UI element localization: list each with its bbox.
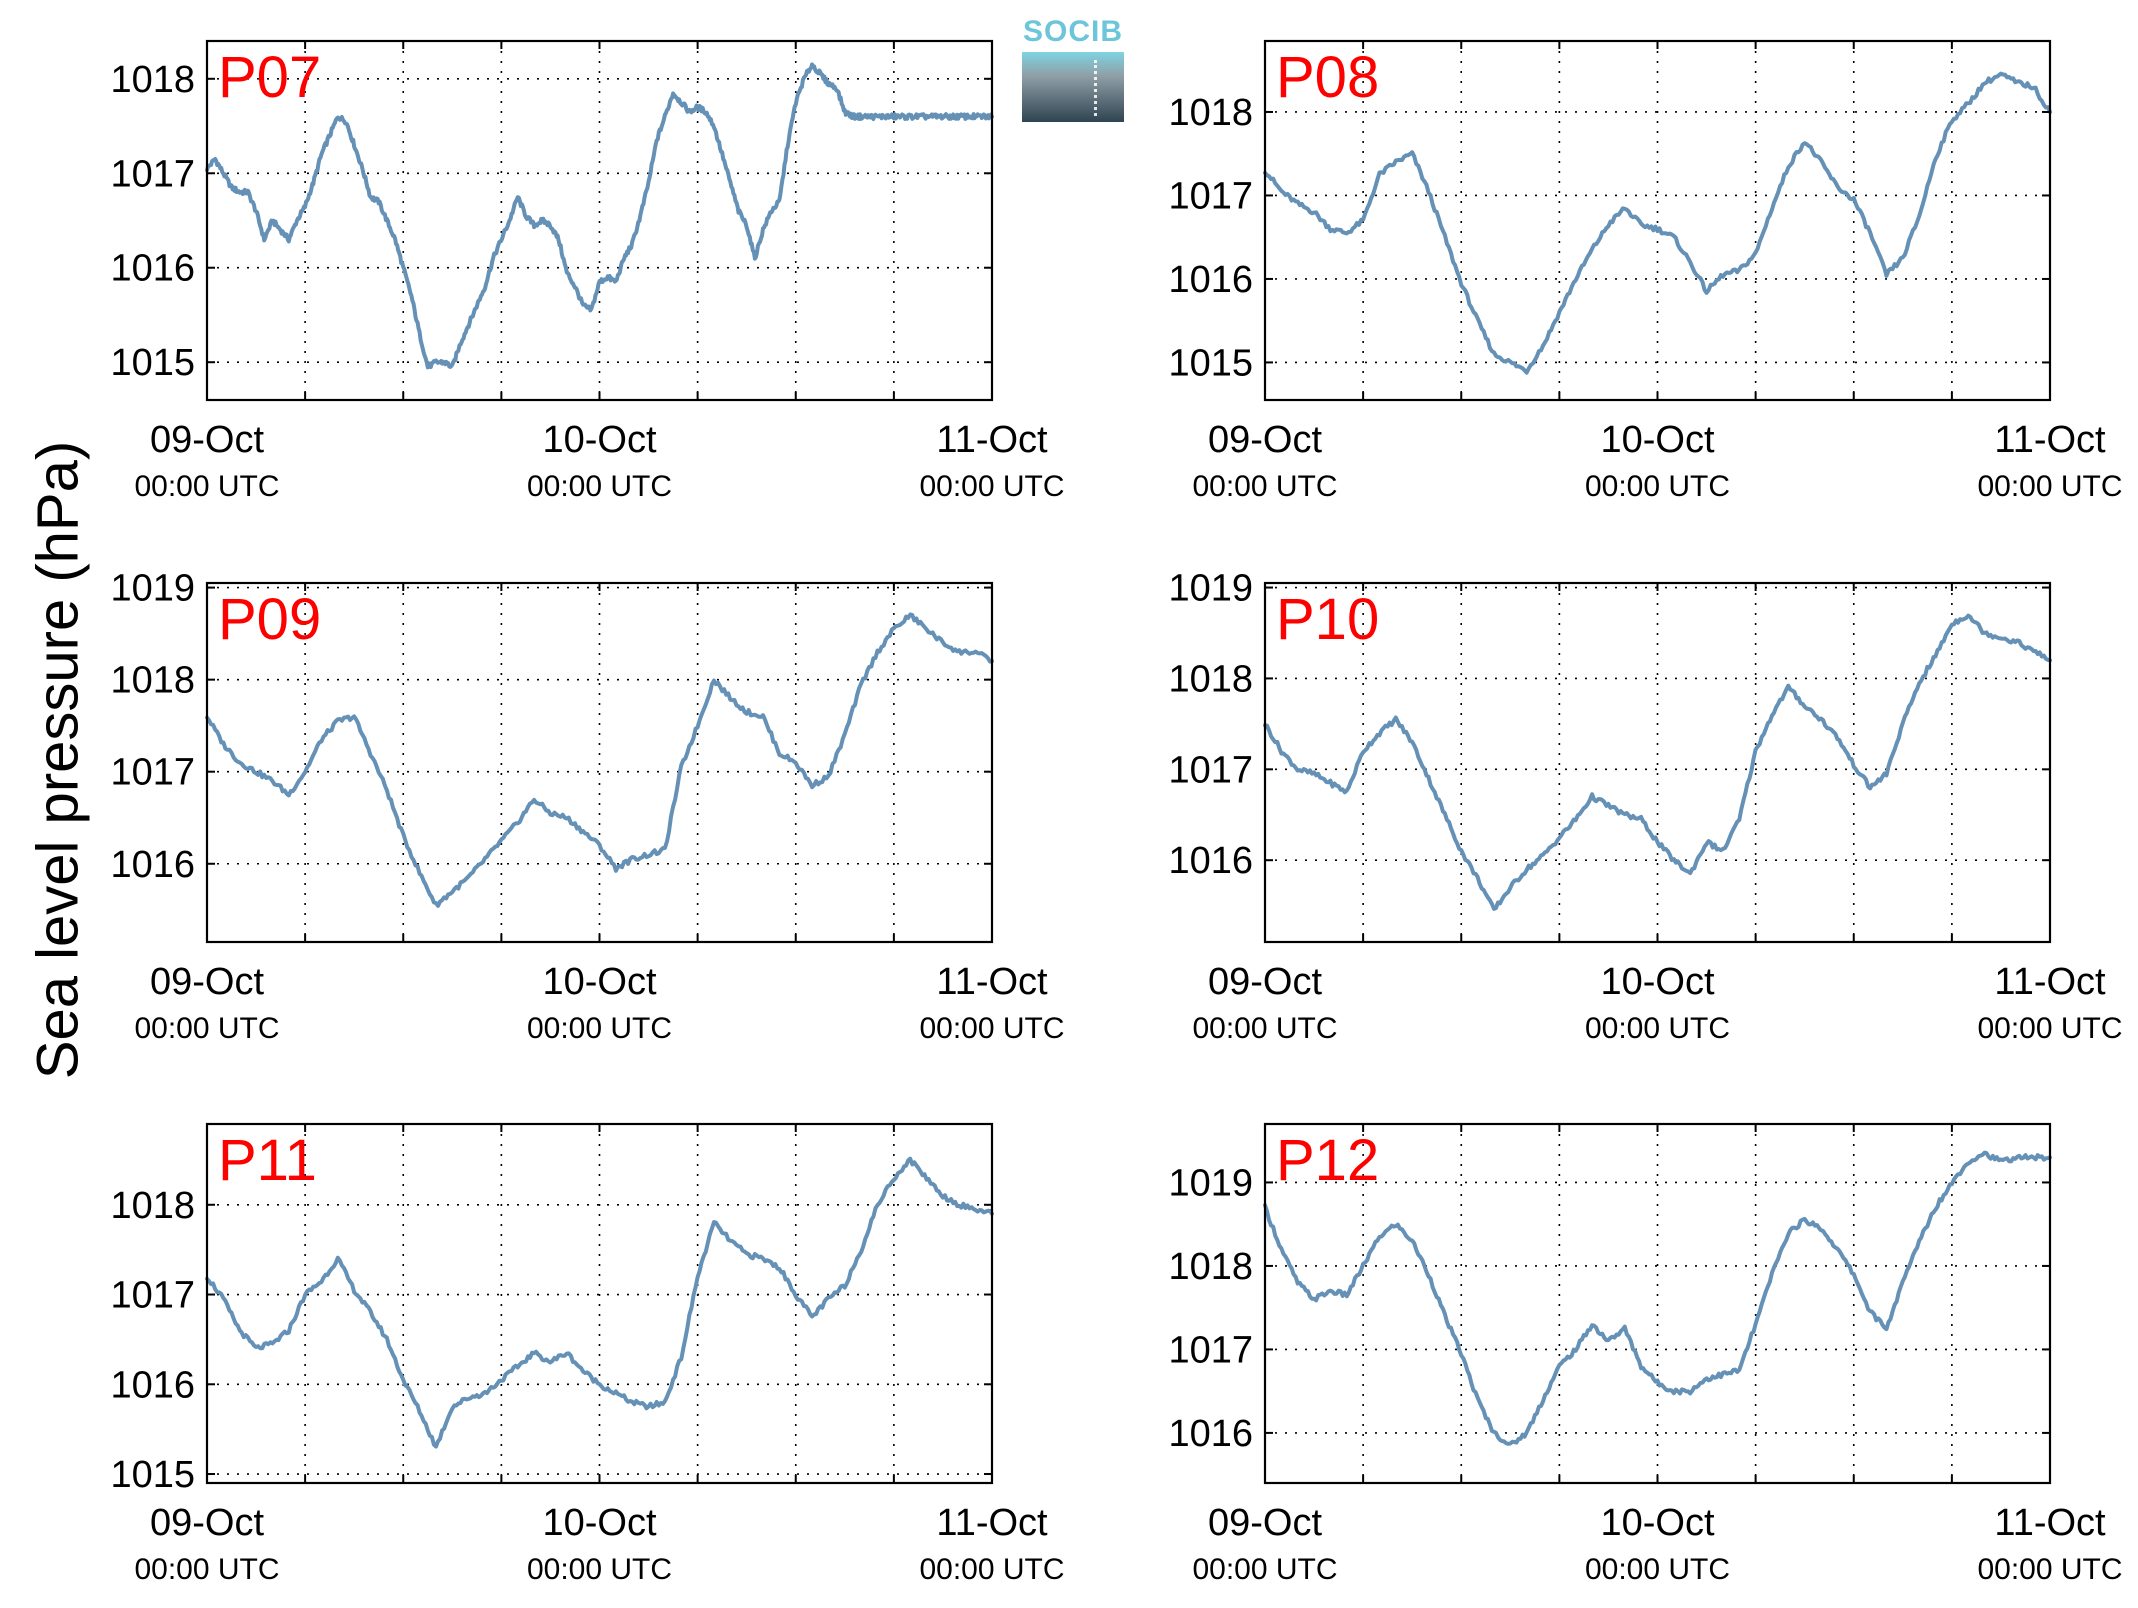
x-tick-label-date: 09-Oct — [1208, 961, 1322, 1003]
x-tick-label-time: 00:00 UTC — [1977, 470, 2122, 503]
y-tick-label: 1018 — [110, 660, 195, 702]
panel-p10: 1016 1017 1018 1019 09-Oct 00:00 UTC 10-Oct 00:… — [1168, 568, 2122, 1045]
x-tick-label-time: 00:00 UTC — [527, 1553, 672, 1586]
x-tick-label-date: 11-Oct — [1994, 961, 2106, 1003]
x-tick-label-time: 00:00 UTC — [134, 1012, 279, 1045]
x-tick-label-date: 10-Oct — [1600, 1502, 1714, 1544]
panel-label: P12 — [1276, 1128, 1379, 1193]
x-tick-label-time: 00:00 UTC — [134, 1553, 279, 1586]
y-tick-label: 1016 — [110, 1364, 195, 1406]
panel-p07: 1015 1016 1017 1018 09-Oct 00:00 UTC 10-Oct 00:… — [110, 39, 1065, 503]
axes-frame — [1263, 581, 2052, 944]
x-tick-label-time: 00:00 UTC — [527, 470, 672, 503]
series-line — [1263, 1150, 2052, 1446]
x-tick-label-time: 00:00 UTC — [919, 1553, 1064, 1586]
x-tick-label-date: 11-Oct — [936, 961, 1048, 1003]
x-tick-label-date: 10-Oct — [542, 961, 656, 1003]
y-tick-label: 1017 — [1168, 175, 1253, 217]
x-tick-label-date: 09-Oct — [150, 419, 264, 461]
panel-label: P08 — [1276, 45, 1379, 110]
y-tick-label: 1019 — [1168, 568, 1253, 610]
socib-logo: SOCIB — [1022, 15, 1124, 122]
x-tick-label-time: 00:00 UTC — [919, 470, 1064, 503]
y-tick-label: 1016 — [1168, 1413, 1253, 1455]
y-tick-label: 1019 — [1168, 1162, 1253, 1204]
axes-frame — [1263, 39, 2052, 402]
y-tick-label: 1017 — [1168, 749, 1253, 791]
y-tick-label: 1017 — [110, 153, 195, 195]
axes-frame — [1263, 1122, 2052, 1485]
panel-p09: 1016 1017 1018 1019 09-Oct 00:00 UTC 10-Oct 00:… — [110, 568, 1064, 1045]
y-tick-label: 1019 — [110, 568, 195, 610]
series-line — [1263, 71, 2052, 375]
y-tick-label: 1018 — [110, 59, 195, 101]
logo-text: SOCIB — [1022, 15, 1123, 48]
panel-p11: 1015 1016 1017 1018 09-Oct 00:00 UTC 10-Oct 00:… — [110, 1122, 1065, 1586]
axes-frame — [205, 1122, 994, 1485]
x-tick-label-time: 00:00 UTC — [1585, 1012, 1730, 1045]
x-tick-label-date: 11-Oct — [936, 1502, 1048, 1544]
x-tick-label-time: 00:00 UTC — [1192, 470, 1337, 503]
y-tick-label: 1016 — [110, 844, 195, 886]
panel-label: P11 — [218, 1128, 317, 1193]
x-tick-label-date: 10-Oct — [1600, 961, 1714, 1003]
y-tick-label: 1018 — [1168, 92, 1253, 134]
x-tick-label-time: 00:00 UTC — [1192, 1012, 1337, 1045]
x-tick-label-date: 09-Oct — [1208, 419, 1322, 461]
series-line — [1263, 613, 2052, 911]
x-tick-label-time: 00:00 UTC — [1585, 1553, 1730, 1586]
x-tick-label-time: 00:00 UTC — [134, 470, 279, 503]
y-tick-label: 1015 — [1168, 342, 1253, 384]
series-line — [205, 612, 994, 908]
y-tick-label: 1017 — [110, 752, 195, 794]
x-tick-label-date: 11-Oct — [1994, 1502, 2106, 1544]
panel-p08: 1015 1016 1017 1018 09-Oct 00:00 UTC 10-Oct 00:… — [1168, 39, 2123, 503]
x-tick-label-date: 10-Oct — [542, 419, 656, 461]
panel-label: P09 — [218, 587, 321, 652]
axes-frame — [205, 39, 994, 402]
axes-frame — [205, 581, 994, 944]
y-tick-label: 1016 — [1168, 840, 1253, 882]
series-line — [205, 1156, 994, 1449]
x-tick-label-date: 10-Oct — [1600, 419, 1714, 461]
y-tick-label: 1017 — [1168, 1329, 1253, 1371]
y-tick-label: 1018 — [1168, 658, 1253, 700]
panel-p12: 1016 1017 1018 1019 09-Oct 00:00 UTC 10-Oct 00:… — [1168, 1122, 2123, 1586]
panel-label: P10 — [1276, 587, 1379, 652]
x-tick-label-time: 00:00 UTC — [1977, 1012, 2122, 1045]
y-tick-label: 1015 — [110, 1454, 195, 1496]
x-tick-label-date: 09-Oct — [1208, 1502, 1322, 1544]
y-tick-label: 1018 — [110, 1185, 195, 1227]
x-tick-label-date: 11-Oct — [936, 419, 1048, 461]
y-tick-label: 1016 — [1168, 259, 1253, 301]
y-tick-label: 1017 — [110, 1275, 195, 1317]
x-tick-label-time: 00:00 UTC — [919, 1012, 1064, 1045]
y-tick-label: 1018 — [1168, 1246, 1253, 1288]
x-tick-label-date: 09-Oct — [150, 1502, 264, 1544]
x-tick-label-time: 00:00 UTC — [1585, 470, 1730, 503]
x-tick-label-date: 09-Oct — [150, 961, 264, 1003]
y-tick-label: 1016 — [110, 248, 195, 290]
logo-image — [1022, 52, 1124, 122]
x-tick-label-time: 00:00 UTC — [1192, 1553, 1337, 1586]
y-tick-label: 1015 — [110, 342, 195, 384]
x-tick-label-time: 00:00 UTC — [1977, 1553, 2122, 1586]
series-line — [205, 62, 994, 370]
x-tick-label-date: 11-Oct — [1994, 419, 2106, 461]
x-tick-label-time: 00:00 UTC — [527, 1012, 672, 1045]
panel-label: P07 — [218, 45, 321, 110]
x-tick-label-date: 10-Oct — [542, 1502, 656, 1544]
